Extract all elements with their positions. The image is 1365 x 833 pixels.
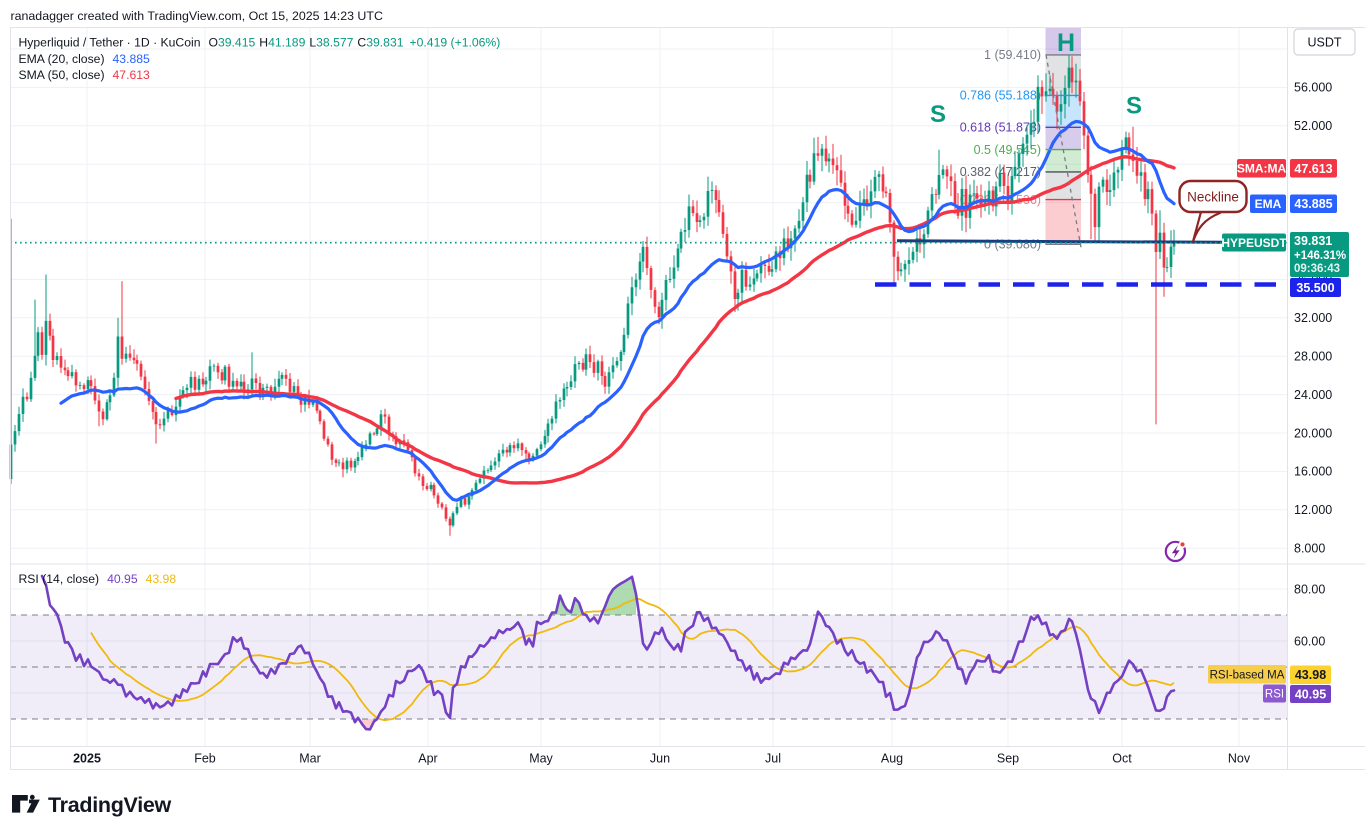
svg-text:USDT: USDT <box>1307 36 1341 50</box>
svg-text:39.831: 39.831 <box>1294 234 1332 248</box>
svg-text:ranadagger created with Tradin: ranadagger created with TradingView.com,… <box>11 9 383 23</box>
svg-text:40.95: 40.95 <box>1295 688 1326 702</box>
svg-text:0.618 (51.873): 0.618 (51.873) <box>960 121 1041 135</box>
svg-text:16.000: 16.000 <box>1294 465 1332 479</box>
svg-text:+146.31%: +146.31% <box>1294 250 1346 262</box>
svg-text:47.613: 47.613 <box>1294 162 1332 176</box>
svg-text:Jun: Jun <box>650 752 670 766</box>
svg-text:32.000: 32.000 <box>1294 311 1332 325</box>
svg-text:SMA (50, close)47.613: SMA (50, close) 47.613 <box>19 68 151 82</box>
svg-text:56.000: 56.000 <box>1294 81 1332 95</box>
svg-text:EMA: EMA <box>1255 197 1282 211</box>
svg-text:35.500: 35.500 <box>1296 281 1334 295</box>
svg-text:Feb: Feb <box>194 752 216 766</box>
svg-text:24.000: 24.000 <box>1294 388 1332 402</box>
svg-text:1 (59.410): 1 (59.410) <box>984 48 1041 62</box>
svg-text:Aug: Aug <box>881 752 903 766</box>
svg-text:12.000: 12.000 <box>1294 503 1332 517</box>
svg-text:Apr: Apr <box>418 752 437 766</box>
svg-text:RSI-based MA: RSI-based MA <box>1210 669 1285 681</box>
svg-text:Oct: Oct <box>1112 752 1132 766</box>
svg-text:43.885: 43.885 <box>1294 197 1332 211</box>
svg-text:2025: 2025 <box>73 752 101 766</box>
svg-text:52.000: 52.000 <box>1294 119 1332 133</box>
svg-text:H: H <box>1057 29 1075 57</box>
svg-text:09:36:43: 09:36:43 <box>1294 263 1340 275</box>
svg-text:20.000: 20.000 <box>1294 426 1332 440</box>
svg-text:Jul: Jul <box>765 752 781 766</box>
svg-text:28.000: 28.000 <box>1294 350 1332 364</box>
svg-text:HYPEUSDT: HYPEUSDT <box>1221 236 1287 250</box>
svg-text:Mar: Mar <box>299 752 321 766</box>
svg-text:EMA (20, close)43.885: EMA (20, close) 43.885 <box>19 52 151 66</box>
svg-text:S: S <box>1126 93 1142 120</box>
svg-text:60.00: 60.00 <box>1294 634 1325 648</box>
svg-text:RSI: RSI <box>1265 689 1284 701</box>
svg-text:May: May <box>529 752 553 766</box>
svg-text:SMA:MA: SMA:MA <box>1237 162 1287 176</box>
svg-text:8.000: 8.000 <box>1294 542 1325 556</box>
svg-text:Nov: Nov <box>1228 752 1251 766</box>
svg-text:0.786 (55.188): 0.786 (55.188) <box>960 89 1041 103</box>
svg-text:80.00: 80.00 <box>1294 582 1325 596</box>
svg-text:Sep: Sep <box>997 752 1019 766</box>
svg-text:TradingView: TradingView <box>48 793 172 817</box>
svg-text:0 (39.080): 0 (39.080) <box>984 238 1041 252</box>
svg-text:Neckline: Neckline <box>1187 190 1239 205</box>
svg-text:Hyperliquid / Tether · 1D · Ku: Hyperliquid / Tether · 1D · KuCoin O39.41… <box>19 36 501 50</box>
svg-text:S: S <box>930 101 946 128</box>
svg-text:43.98: 43.98 <box>1295 668 1326 682</box>
